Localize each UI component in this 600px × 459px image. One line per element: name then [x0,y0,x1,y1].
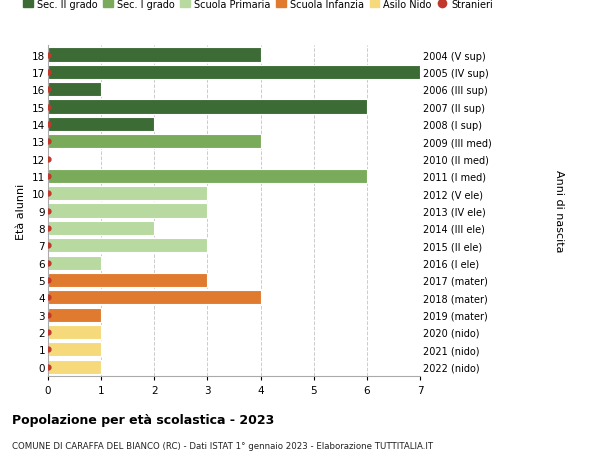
Bar [48,187,208,201]
Bar [48,118,154,132]
Bar [48,325,101,339]
Bar [48,308,101,322]
Bar [48,169,367,184]
Bar [48,204,208,218]
Bar [48,135,260,149]
Bar [48,360,101,374]
Text: Popolazione per età scolastica - 2023: Popolazione per età scolastica - 2023 [12,413,274,426]
Bar [48,291,260,305]
Text: COMUNE DI CARAFFA DEL BIANCO (RC) - Dati ISTAT 1° gennaio 2023 - Elaborazione TU: COMUNE DI CARAFFA DEL BIANCO (RC) - Dati… [12,441,433,450]
Y-axis label: Età alunni: Età alunni [16,183,26,239]
Bar [48,221,154,235]
Bar [48,100,367,114]
Bar [48,342,101,357]
Bar [48,66,420,80]
Y-axis label: Anni di nascita: Anni di nascita [554,170,564,252]
Bar [48,273,208,287]
Bar [48,256,101,270]
Bar [48,83,101,97]
Bar [48,48,260,62]
Bar [48,239,208,253]
Legend: Sec. II grado, Sec. I grado, Scuola Primaria, Scuola Infanzia, Asilo Nido, Stran: Sec. II grado, Sec. I grado, Scuola Prim… [23,0,493,10]
